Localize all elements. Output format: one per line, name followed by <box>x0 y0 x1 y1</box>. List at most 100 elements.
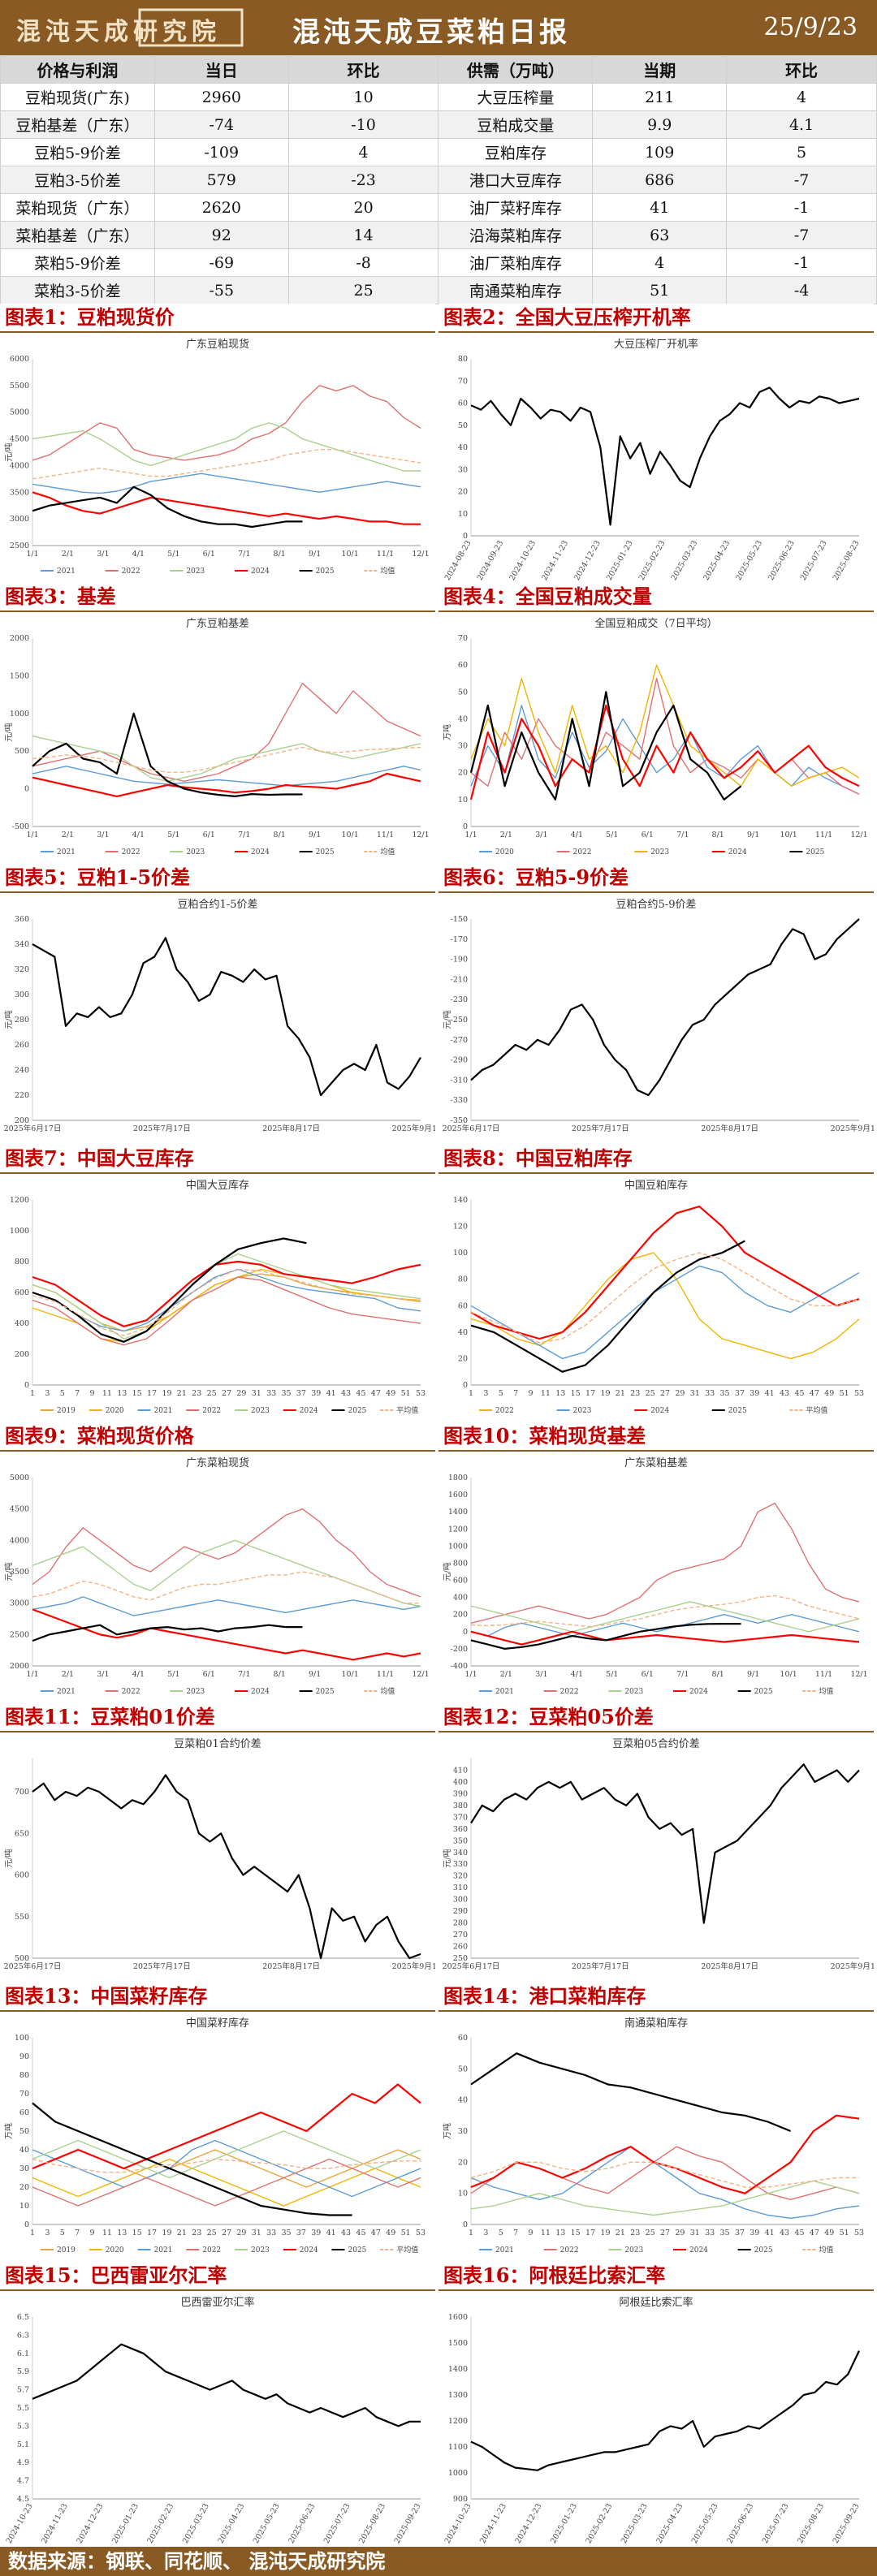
x-tick-label: 12/1 <box>412 1670 429 1679</box>
legend-label: 2021 <box>154 2246 173 2255</box>
legend-label: 2021 <box>154 1407 173 1415</box>
x-tick-label: 51 <box>840 2229 849 2237</box>
chart-title: 全国豆粕成交（7日平均） <box>594 617 717 630</box>
x-tick-label: 7/1 <box>676 831 689 839</box>
x-tick-label: 1/1 <box>26 831 38 839</box>
y-tick-label: 500 <box>15 1954 29 1963</box>
y-tick-label: 220 <box>15 1091 29 1100</box>
y-tick-label: -170 <box>451 935 468 944</box>
y-axis-label: 元/吨 <box>442 1010 452 1029</box>
x-tick-label: 2025-02-23 <box>637 539 667 582</box>
x-tick-label: 2/1 <box>500 1670 512 1679</box>
x-tick-label: 43 <box>780 2229 789 2237</box>
chart-panel-c5: 图表5：豆粕1-5价差 豆粕合约1-5价差 200 220 240 260 280 300 32… <box>0 864 435 1145</box>
x-tick-label: 21 <box>616 1389 625 1398</box>
y-tick-label: 4.7 <box>17 2477 29 2486</box>
x-tick-label: 23 <box>630 1389 640 1398</box>
x-tick-label: 47 <box>810 1389 819 1398</box>
x-tick-label: 49 <box>824 1389 834 1398</box>
table-cell: 豆粕3-5价差 <box>0 166 155 194</box>
x-tick-label: 9/1 <box>309 831 321 839</box>
series-line-2022 <box>32 385 421 461</box>
x-tick-label: 37 <box>735 1389 745 1398</box>
series-line-2023 <box>470 664 860 787</box>
y-tick-label: 30 <box>19 2164 29 2173</box>
y-tick-label: 310 <box>453 1883 468 1892</box>
y-tick-label: 70 <box>458 377 468 386</box>
y-tick-label: 290 <box>453 1907 468 1916</box>
x-tick-label: 13 <box>117 2229 127 2237</box>
y-tick-label: 4000 <box>10 1536 29 1545</box>
legend-label: 2024 <box>689 1688 708 1696</box>
x-tick-label: 5 <box>60 2229 65 2237</box>
series-line-2020 <box>470 705 860 795</box>
y-tick-label: 50 <box>19 2127 29 2136</box>
x-tick-label: 2025-03-23 <box>670 539 700 582</box>
series-line-2025 <box>32 485 303 529</box>
legend-label: 平均值 <box>396 2245 418 2255</box>
panel-title: 图表12：豆菜粕05价差 <box>438 1703 874 1731</box>
series-line-2023 <box>470 1601 860 1633</box>
legend-label: 均值 <box>819 2245 833 2255</box>
x-tick-label: 9/1 <box>309 1670 321 1679</box>
y-axis-label: 元/吨 <box>3 1562 14 1581</box>
x-tick-label: 8/1 <box>712 831 724 839</box>
chart-title: 中国豆粕库存 <box>624 1179 688 1192</box>
y-tick-label: 300 <box>453 1896 468 1905</box>
series-line-2021 <box>32 1596 421 1616</box>
x-tick-label: 27 <box>222 2229 231 2237</box>
series-line-5-9 <box>470 918 860 1097</box>
series-line-开机率 <box>470 386 860 526</box>
y-tick-label: 1000 <box>10 710 29 718</box>
legend-label: 2024 <box>251 567 270 576</box>
x-tick-label: 33 <box>705 1389 715 1398</box>
x-tick-label: 41 <box>765 2229 775 2237</box>
series-line-2023 <box>32 1253 421 1340</box>
x-tick-label: 7/1 <box>238 550 250 559</box>
chart-title: 豆粕合约5-9价差 <box>616 899 697 911</box>
table-row: 菜粕基差（广东） 92 14 沿海菜粕库存 63 -7 <box>0 221 877 249</box>
series-line-2019 <box>32 1273 421 1332</box>
x-tick-label: 2024-11-23 <box>478 2502 508 2545</box>
series-line-01 <box>32 1774 421 1960</box>
x-tick-label: 3 <box>45 2229 50 2237</box>
x-tick-label: 11 <box>541 1389 551 1398</box>
chart-c9: 广东菜粕现货 2000 2500 3000 3500 4000 4500 5000 元/吨 1/1… <box>3 1456 430 1696</box>
legend-label: 2022 <box>122 848 140 857</box>
legend-label: 2021 <box>495 2246 514 2255</box>
legend-label: 2022 <box>202 1407 221 1415</box>
table-cell: 25 <box>287 276 439 304</box>
x-tick-label: 13 <box>555 1389 565 1398</box>
x-tick-label: 31 <box>690 2229 700 2237</box>
x-tick-label: 45 <box>356 1389 365 1398</box>
x-tick-label: 3 <box>483 2229 488 2237</box>
x-tick-label: 11 <box>102 1389 112 1398</box>
series-line-2025 <box>32 1624 303 1642</box>
x-tick-label: 10/1 <box>341 831 358 839</box>
y-tick-label: 60 <box>19 2108 29 2117</box>
x-tick-label: 49 <box>824 2229 834 2237</box>
y-tick-label: 0 <box>24 1381 29 1390</box>
x-tick-label: 2/1 <box>500 831 512 839</box>
y-tick-label: 4.9 <box>17 2458 29 2467</box>
x-tick-label: 33 <box>705 2229 715 2237</box>
x-tick-label: 2025-01-23 <box>110 2502 140 2545</box>
legend-label: 2024 <box>650 1407 669 1415</box>
table-cell: -55 <box>153 276 289 304</box>
x-tick-label: 6/1 <box>203 831 215 839</box>
x-tick-label: 2025年6月17日 <box>443 1961 500 1971</box>
panel-title: 图表10：菜粕现货基差 <box>438 1422 874 1450</box>
x-tick-label: 9 <box>529 1389 534 1398</box>
x-tick-label: 37 <box>296 1389 306 1398</box>
table-cell: -7 <box>726 166 877 194</box>
x-tick-label: 39 <box>750 1389 759 1398</box>
y-tick-label: 1600 <box>448 2313 468 2322</box>
y-axis-label: 万吨 <box>3 2123 14 2139</box>
legend-label: 2023 <box>251 1407 270 1415</box>
y-tick-label: 3500 <box>10 488 29 497</box>
table-cell: 菜粕5-9价差 <box>0 248 155 277</box>
chart-c5: 豆粕合约1-5价差 200 220 240 260 280 300 320 340 360 元/吨 2… <box>3 899 435 1133</box>
y-tick-label: -290 <box>451 1056 468 1065</box>
x-tick-label: 2/1 <box>62 831 74 839</box>
legend-label: 2025 <box>348 2246 367 2255</box>
